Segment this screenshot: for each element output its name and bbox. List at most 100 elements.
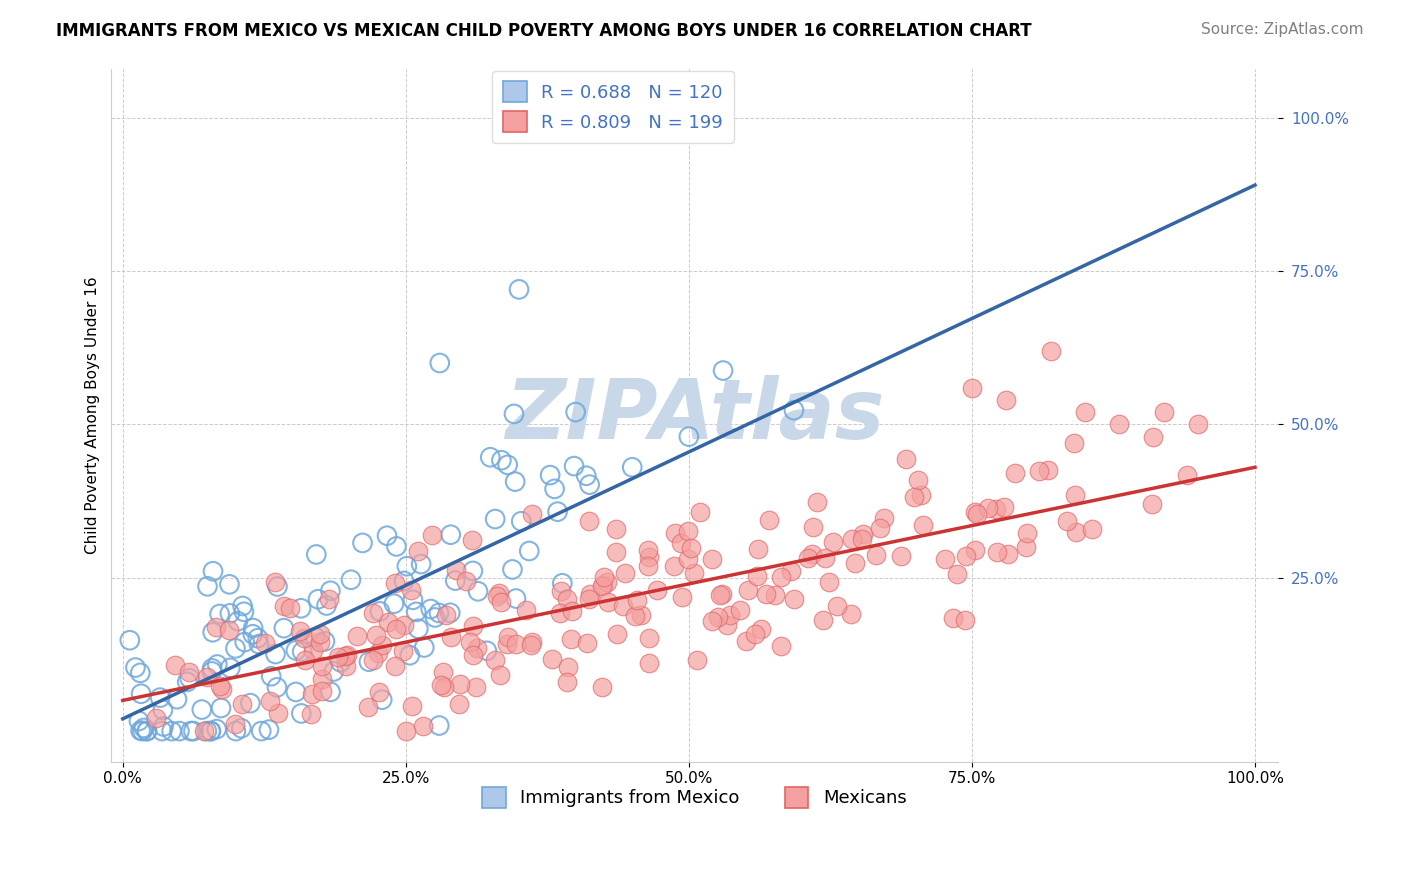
Point — [169, 724, 191, 739]
Point — [896, 451, 918, 466]
Point — [225, 641, 247, 656]
Text: ZIPAtlas: ZIPAtlas — [505, 375, 884, 456]
Point — [152, 719, 174, 733]
Point — [371, 692, 394, 706]
Point — [852, 527, 875, 541]
Point — [517, 544, 540, 558]
Point — [638, 657, 661, 671]
Point — [242, 621, 264, 635]
Point — [593, 570, 616, 584]
Point — [200, 724, 222, 739]
Point — [621, 460, 644, 475]
Point — [551, 576, 574, 591]
Point — [124, 660, 146, 674]
Point — [872, 511, 894, 525]
Point — [208, 607, 231, 621]
Point — [728, 603, 751, 617]
Point — [406, 544, 429, 558]
Point — [434, 608, 457, 623]
Point — [166, 692, 188, 706]
Point — [711, 363, 734, 377]
Point — [439, 606, 461, 620]
Point — [340, 573, 363, 587]
Point — [543, 482, 565, 496]
Point — [301, 642, 323, 657]
Point — [366, 628, 388, 642]
Point — [686, 653, 709, 667]
Point — [960, 380, 983, 394]
Point — [630, 607, 652, 622]
Point — [801, 547, 824, 561]
Point — [744, 627, 766, 641]
Point — [678, 524, 700, 539]
Point — [288, 624, 311, 638]
Point — [749, 622, 772, 636]
Point — [267, 706, 290, 720]
Point — [179, 671, 201, 685]
Point — [562, 459, 585, 474]
Point — [201, 665, 224, 679]
Point — [308, 634, 330, 648]
Point — [711, 587, 734, 601]
Point — [770, 639, 793, 653]
Point — [266, 681, 288, 695]
Point — [371, 638, 394, 652]
Point — [284, 685, 307, 699]
Point — [395, 559, 418, 574]
Point — [591, 680, 613, 694]
Text: Source: ZipAtlas.com: Source: ZipAtlas.com — [1201, 22, 1364, 37]
Point — [541, 651, 564, 665]
Point — [955, 549, 977, 564]
Point — [232, 605, 254, 619]
Point — [965, 542, 987, 557]
Point — [489, 595, 512, 609]
Point — [463, 648, 485, 662]
Point — [561, 604, 583, 618]
Point — [233, 635, 256, 649]
Point — [1036, 463, 1059, 477]
Point — [385, 540, 408, 554]
Point — [520, 507, 543, 521]
Point — [311, 683, 333, 698]
Point — [839, 607, 862, 622]
Point — [689, 505, 711, 519]
Point — [264, 574, 287, 589]
Point — [484, 512, 506, 526]
Point — [638, 550, 661, 565]
Point — [683, 566, 706, 580]
Point — [606, 626, 628, 640]
Point — [449, 697, 471, 711]
Point — [758, 513, 780, 527]
Point — [626, 593, 648, 607]
Point — [429, 356, 451, 370]
Point — [851, 532, 873, 546]
Point — [195, 670, 218, 684]
Point — [427, 606, 450, 620]
Point — [307, 592, 329, 607]
Point — [318, 592, 340, 607]
Point — [993, 500, 1015, 515]
Point — [869, 520, 891, 534]
Point — [505, 637, 527, 651]
Point — [614, 566, 637, 580]
Point — [322, 665, 344, 679]
Point — [716, 618, 738, 632]
Point — [135, 724, 157, 739]
Point — [260, 669, 283, 683]
Point — [392, 574, 415, 588]
Point — [484, 653, 506, 667]
Text: IMMIGRANTS FROM MEXICO VS MEXICAN CHILD POVERTY AMONG BOYS UNDER 16 CORRELATION : IMMIGRANTS FROM MEXICO VS MEXICAN CHILD … — [56, 22, 1032, 40]
Point — [578, 514, 600, 528]
Point — [1142, 497, 1164, 511]
Point — [910, 487, 932, 501]
Point — [1175, 467, 1198, 482]
Point — [226, 614, 249, 628]
Point — [637, 542, 659, 557]
Point — [384, 623, 406, 637]
Point — [555, 675, 578, 690]
Point — [605, 523, 627, 537]
Point — [1080, 522, 1102, 536]
Point — [718, 608, 741, 623]
Point — [432, 665, 454, 679]
Point — [465, 640, 488, 655]
